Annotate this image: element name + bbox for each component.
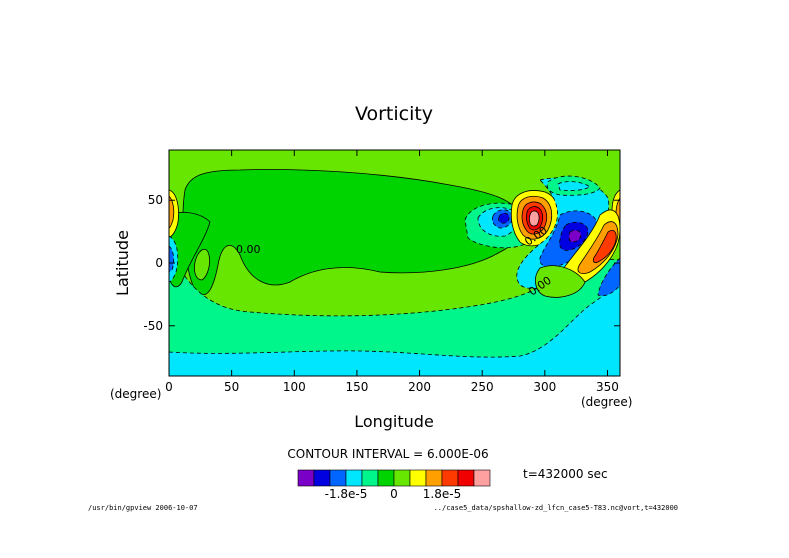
region-west-blob	[194, 248, 210, 281]
contour-interval-text: CONTOUR INTERVAL = 6.000E-06	[287, 447, 488, 461]
region-wave-green-tail	[535, 265, 586, 298]
colorbar-swatch	[441, 469, 459, 487]
x-tick-label: 50	[224, 380, 239, 394]
x-tick-label: 350	[596, 380, 619, 394]
colorbar-swatch	[345, 469, 363, 487]
x-unit-right: (degree)	[581, 395, 632, 409]
colorbar-tick-label: 0	[390, 487, 398, 501]
colorbar-tick-label: 1.8e-5	[423, 487, 461, 501]
x-tick-label: 200	[408, 380, 431, 394]
x-axis-label: Longitude	[354, 412, 434, 431]
region-west-green	[169, 211, 211, 288]
contour-field	[169, 150, 620, 376]
time-label: t=432000 sec	[523, 467, 608, 481]
contour-label: 0.00	[236, 243, 261, 256]
colorbar-swatch	[377, 469, 395, 487]
colorbar: -1.8e-5 0 1.8e-5	[297, 469, 491, 501]
region-wave-negative-2-max	[568, 229, 582, 243]
y-axis-ticks: -50 0 50	[143, 193, 620, 333]
colorbar-swatch	[409, 469, 427, 487]
colorbar-tick-label: -1.8e-5	[325, 487, 368, 501]
region-wave-negative-1-max	[498, 212, 510, 224]
footer-left: /usr/bin/gpview 2006-10-07	[88, 504, 198, 512]
colorbar-swatch	[361, 469, 379, 487]
colorbar-swatch	[297, 469, 315, 487]
x-tick-label: 150	[345, 380, 368, 394]
colorbar-swatch	[393, 469, 411, 487]
colorbar-swatch	[425, 469, 443, 487]
region-wave-negative-3-core	[557, 181, 591, 191]
y-tick-label: 0	[155, 256, 163, 270]
y-tick-label: -50	[143, 319, 163, 333]
x-tick-label: 250	[471, 380, 494, 394]
region-wave-positive-2-inner	[592, 230, 617, 263]
footer-right: ../case5_data/spshallow-zd_lfcn_case5-T8…	[434, 504, 678, 512]
colorbar-swatch	[473, 469, 491, 487]
region-left-positive-core	[169, 195, 175, 229]
y-tick-label: 50	[148, 193, 163, 207]
region-wave-positive-max	[528, 210, 540, 227]
colorbar-swatch	[329, 469, 347, 487]
colorbar-swatch	[457, 469, 475, 487]
y-axis-label: Latitude	[113, 230, 132, 296]
x-tick-label: 300	[533, 380, 556, 394]
region-green-main	[182, 169, 522, 295]
region-left-negative-core	[169, 245, 175, 273]
x-tick-label: 0	[165, 380, 173, 394]
chart-title: Vorticity	[355, 103, 433, 125]
region-right-negative	[597, 257, 620, 297]
x-unit-left: (degree)	[110, 387, 161, 401]
x-axis-ticks: 0 50 100 150 200 250 300 350	[165, 150, 619, 394]
colorbar-swatch	[313, 469, 331, 487]
x-tick-label: 100	[283, 380, 306, 394]
